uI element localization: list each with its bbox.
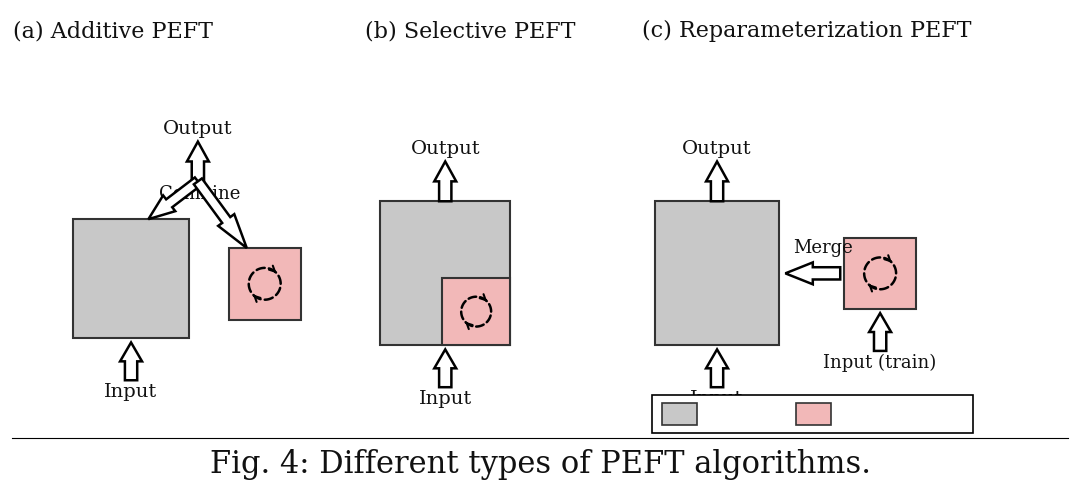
Text: (a) Additive PEFT: (a) Additive PEFT (13, 20, 214, 42)
Bar (380, 201, 510, 345)
Text: Learnable: Learnable (839, 405, 940, 423)
Text: Frozen: Frozen (703, 405, 772, 423)
Polygon shape (193, 178, 246, 248)
Bar (229, 248, 300, 320)
Text: Input: Input (690, 390, 744, 408)
Text: Input: Input (105, 383, 158, 401)
Bar (442, 278, 510, 345)
Polygon shape (869, 313, 891, 351)
Text: Merge: Merge (793, 240, 852, 257)
Text: Output: Output (163, 120, 232, 138)
Polygon shape (434, 162, 456, 201)
Bar (845, 238, 916, 309)
Bar (796, 403, 832, 425)
Bar (73, 219, 189, 338)
Polygon shape (148, 177, 201, 219)
Text: Combine: Combine (159, 185, 241, 204)
Text: Fig. 4: Different types of PEFT algorithms.: Fig. 4: Different types of PEFT algorith… (210, 449, 870, 480)
Text: Input (train): Input (train) (823, 354, 936, 372)
Polygon shape (706, 162, 728, 201)
Text: Input: Input (419, 390, 472, 408)
Text: (b) Selective PEFT: (b) Selective PEFT (365, 20, 576, 42)
Polygon shape (706, 349, 728, 387)
Text: Output: Output (683, 139, 752, 158)
Bar (662, 403, 697, 425)
Text: (c) Reparameterization PEFT: (c) Reparameterization PEFT (642, 20, 971, 42)
Bar (651, 395, 973, 433)
Text: Output: Output (410, 139, 480, 158)
Polygon shape (187, 142, 208, 181)
Bar (654, 201, 780, 345)
Polygon shape (434, 349, 456, 387)
Polygon shape (785, 262, 840, 284)
Polygon shape (120, 342, 143, 380)
